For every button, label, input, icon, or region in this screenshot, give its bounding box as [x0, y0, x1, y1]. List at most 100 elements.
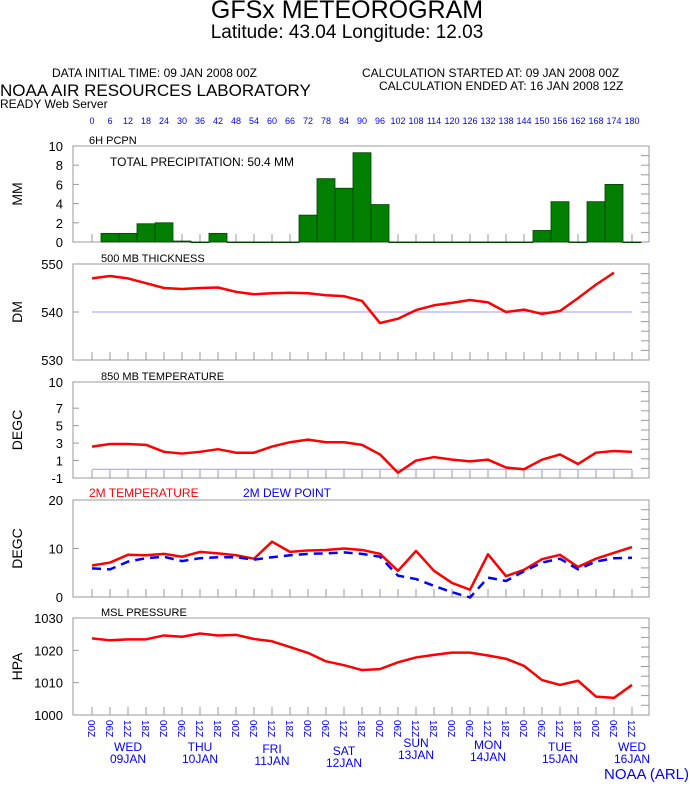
forecast-hour-label: 180 — [624, 116, 639, 126]
forecast-hour-label: 6 — [107, 116, 112, 126]
legend-2m-dew-point: 2M DEW POINT — [243, 486, 332, 500]
utc-label: 06Z — [463, 720, 474, 737]
utc-label: 18Z — [211, 720, 222, 737]
forecast-hour-label: 30 — [177, 116, 187, 126]
precip-bar — [514, 241, 534, 244]
date-label: 15JAN — [542, 752, 578, 766]
lab-name: NOAA AIR RESOURCES LABORATORY — [0, 81, 311, 100]
y-axis-label: DM — [9, 301, 25, 323]
forecast-hour-label: 90 — [357, 116, 367, 126]
precip-bar — [172, 240, 192, 243]
forecast-hour-label: 114 — [427, 116, 441, 126]
utc-label: 06Z — [175, 720, 186, 737]
forecast-hour-label: 174 — [606, 116, 621, 126]
utc-label: 12Z — [121, 720, 132, 737]
plot-frame — [72, 381, 650, 479]
utc-label: 18Z — [499, 720, 510, 737]
utc-label: 18Z — [283, 720, 294, 737]
y-axis-label: DEGC — [9, 528, 25, 568]
plot-frame — [72, 499, 650, 598]
panel-title: 500 MB THICKNESS — [101, 253, 205, 265]
precip-bar — [244, 241, 264, 244]
utc-label: 18Z — [571, 720, 582, 737]
y-tick-label: -1 — [51, 471, 63, 486]
y-tick-label: 10 — [49, 139, 63, 154]
utc-label: 12Z — [553, 720, 564, 737]
forecast-hour-label: 78 — [321, 116, 331, 126]
forecast-hour-label: 168 — [588, 116, 603, 126]
precip-bar — [352, 152, 372, 243]
forecast-hour-label: 132 — [480, 116, 495, 126]
forecast-hour-label: 36 — [195, 116, 205, 126]
utc-label: 06Z — [607, 720, 618, 737]
precip-bar — [208, 232, 228, 243]
precip-bar — [118, 232, 138, 243]
date-label: 10JAN — [182, 752, 218, 766]
precip-bar — [460, 241, 480, 244]
series-line-2m-temperature — [91, 540, 633, 591]
date-label: 09JAN — [110, 752, 146, 766]
utc-label: 00Z — [589, 720, 600, 737]
utc-label: 06Z — [535, 720, 546, 737]
utc-label: 06Z — [319, 720, 330, 737]
y-tick-label: 4 — [56, 197, 63, 212]
y-tick-label: 10 — [49, 542, 63, 557]
precip-bar — [154, 222, 174, 243]
forecast-hour-label: 12 — [123, 116, 133, 126]
utc-label: 00Z — [157, 720, 168, 737]
utc-label: 00Z — [373, 720, 384, 737]
y-tick-label: 1020 — [34, 643, 63, 658]
forecast-hour-label: 24 — [159, 116, 169, 126]
utc-label: 00Z — [229, 720, 240, 737]
total-precip-annotation: TOTAL PRECIPITATION: 50.4 MM — [110, 155, 294, 169]
y-tick-label: 1 — [56, 454, 63, 469]
day-label: TUE — [548, 740, 572, 754]
precip-bar — [298, 214, 318, 243]
precip-bar — [136, 223, 156, 243]
data-initial-time: DATA INITIAL TIME: 09 JAN 2008 00Z — [52, 66, 257, 80]
precip-bar — [532, 230, 552, 243]
day-label: SUN — [403, 736, 428, 750]
utc-label: 12Z — [193, 720, 204, 737]
precip-bar — [190, 241, 210, 244]
series-line-msl-pressure — [91, 632, 633, 700]
precip-bar — [604, 183, 624, 243]
y-tick-label: 6 — [56, 177, 63, 192]
forecast-hour-label: 72 — [303, 116, 313, 126]
precip-bar — [370, 204, 390, 243]
y-tick-label: 1030 — [34, 611, 63, 626]
forecast-hour-label: 102 — [390, 116, 405, 126]
series-line-850-mb-temperature — [91, 438, 633, 475]
calculation-ended: CALCULATION ENDED AT: 16 JAN 2008 12Z — [379, 79, 624, 93]
y-tick-label: 540 — [41, 305, 63, 320]
precip-bar — [442, 241, 462, 244]
utc-label: 12Z — [409, 720, 420, 737]
panel-title: 850 MB TEMPERATURE — [101, 371, 224, 383]
precip-bar — [622, 241, 642, 244]
precip-bar — [334, 187, 354, 243]
y-tick-label: 8 — [56, 158, 63, 173]
location-subtitle: Latitude: 43.04 Longitude: 12.03 — [210, 22, 484, 43]
day-label: WED — [114, 740, 142, 754]
legend-2m-temperature: 2M TEMPERATURE — [89, 486, 199, 500]
date-label: 16JAN — [614, 752, 650, 766]
forecast-hour-label: 120 — [444, 116, 459, 126]
panel-title: MSL PRESSURE — [101, 607, 187, 619]
y-tick-label: 0 — [56, 590, 63, 605]
precip-bar — [478, 241, 498, 244]
y-axis-label: DEGC — [9, 410, 25, 450]
utc-label: 12Z — [481, 720, 492, 737]
day-label: SAT — [333, 744, 356, 758]
forecast-hour-label: 126 — [462, 116, 477, 126]
precip-bar — [262, 241, 282, 244]
chart-title: GFSx METEOROGRAM — [210, 0, 484, 24]
forecast-hour-label: 42 — [213, 116, 223, 126]
series-line-2m-dew-point — [91, 551, 633, 599]
utc-label: 18Z — [139, 720, 150, 737]
forecast-hour-label: 60 — [267, 116, 277, 126]
panel-title: 6H PCPN — [89, 135, 137, 147]
precip-bar — [586, 201, 606, 243]
y-tick-label: 0 — [56, 235, 63, 250]
server-name: READY Web Server — [0, 97, 108, 111]
